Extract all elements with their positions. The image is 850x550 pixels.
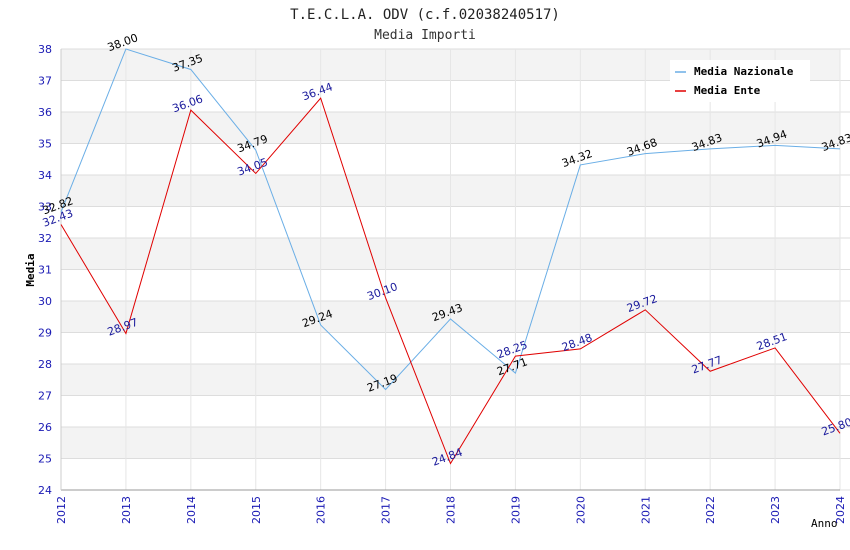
chart-title: T.E.C.L.A. ODV (c.f.02038240517): [290, 7, 560, 23]
x-tick-label: 2023: [769, 496, 782, 524]
legend-label-ente: Media Ente: [694, 84, 761, 97]
y-tick-label: 27: [38, 390, 52, 403]
y-tick-label: 28: [38, 358, 52, 371]
x-tick-label: 2014: [185, 496, 198, 524]
y-tick-label: 25: [38, 453, 52, 466]
y-tick-label: 24: [38, 484, 52, 497]
data-label: 34.32: [560, 147, 594, 170]
x-tick-label: 2017: [380, 496, 393, 524]
x-tick-label: 2020: [574, 496, 587, 524]
x-tick-label: 2022: [704, 496, 717, 524]
x-tick-label: 2016: [315, 496, 328, 524]
y-tick-label: 38: [38, 43, 52, 56]
chart-subtitle: Media Importi: [374, 28, 476, 43]
x-tick-labels: 2012 2013 2014 2015 2016 2017 2018 2019 2020 2021…: [55, 496, 847, 524]
y-tick-label: 30: [38, 295, 52, 308]
y-tick-label: 33: [38, 201, 52, 214]
data-label: 28.48: [560, 331, 594, 354]
data-label: 30.10: [365, 280, 399, 303]
x-tick-label: 2012: [55, 496, 68, 524]
y-tick-label: 32: [38, 232, 52, 245]
series-lines: [60, 48, 841, 465]
y-tick-labels: 24 25 26 27 28 29 30 31 32 33 34 35 36 37 38: [38, 43, 52, 497]
y-axis-label: Media: [24, 253, 37, 286]
x-tick-label: 2018: [445, 496, 458, 524]
y-tick-label: 29: [38, 327, 52, 340]
x-tick-label: 2013: [120, 496, 133, 524]
y-tick-label: 37: [38, 75, 52, 88]
x-tick-label: 2019: [509, 496, 522, 524]
data-label: 36.44: [300, 80, 334, 103]
x-axis-label: Anno: [811, 517, 838, 530]
y-tick-label: 26: [38, 421, 52, 434]
data-label: 28.51: [755, 330, 789, 353]
y-tick-label: 35: [38, 138, 52, 151]
legend-box: [670, 60, 810, 102]
series-line-1: [60, 97, 841, 465]
x-tick-label: 2015: [250, 496, 263, 524]
y-tick-label: 36: [38, 106, 52, 119]
y-tick-label: 34: [38, 169, 52, 182]
legend-label-nazionale: Media Nazionale: [694, 65, 794, 78]
x-tick-label: 2024: [834, 496, 847, 524]
x-tick-label: 2021: [639, 496, 652, 524]
legend: Media Nazionale Media Ente: [670, 60, 810, 102]
series-line-0: [60, 48, 841, 391]
y-tick-label: 31: [38, 264, 52, 277]
